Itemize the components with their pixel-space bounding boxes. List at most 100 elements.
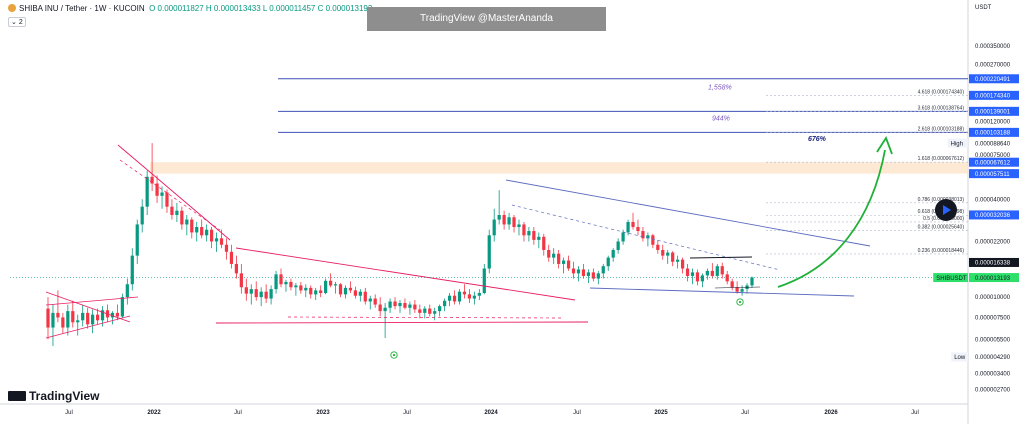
candle-body <box>680 259 685 269</box>
price-tag-box <box>969 210 1019 220</box>
candle-body <box>443 300 447 307</box>
candle-body <box>631 221 635 228</box>
candle-body <box>750 277 754 286</box>
candle-body <box>651 235 655 245</box>
price-tag-box <box>969 352 1019 362</box>
candle-body <box>398 303 402 307</box>
price-tag-label: 0.000088640 <box>975 141 1011 147</box>
candle-body <box>309 287 313 295</box>
price-tag-name: Low <box>954 355 966 361</box>
candle-body <box>393 301 397 307</box>
candle-body <box>264 291 268 299</box>
candle-body <box>95 314 100 321</box>
candle-body <box>304 287 308 291</box>
candle-body <box>66 311 70 328</box>
candle-body <box>145 176 149 207</box>
candle-body <box>428 308 432 314</box>
price-tag-name: High <box>951 141 963 147</box>
candle-body <box>324 280 328 294</box>
trend-drawings <box>10 136 968 359</box>
candle-body <box>383 307 387 312</box>
candle-body <box>626 221 630 233</box>
candle-body <box>695 272 700 282</box>
candle-body <box>214 238 219 242</box>
candle-body <box>596 273 600 279</box>
candle-body <box>71 311 75 323</box>
wedge-dashed-line <box>287 316 563 319</box>
candle-body <box>378 304 382 312</box>
candle-body <box>368 298 372 302</box>
candle-body <box>195 227 199 233</box>
time-tick-label: Jul <box>234 410 242 416</box>
candle-body <box>269 289 273 299</box>
fib-level-label: 0.382 (0.000025640) <box>918 225 965 231</box>
candle-body <box>190 219 194 233</box>
candle-body <box>244 287 248 294</box>
time-axis: Jul 2022 Jul 2023 Jul 2024 Jul 2025 Jul 2026 Jul <box>65 410 919 416</box>
candle-body <box>200 227 204 236</box>
price-tag-label: 0.000220491 <box>975 77 1011 83</box>
price-tag-label: 0.000057511 <box>975 172 1010 178</box>
low-value: L 0.000011457 <box>262 4 316 13</box>
price-tag-box <box>969 106 1019 116</box>
candle-body <box>586 272 591 276</box>
wedge-upper-line <box>235 247 576 301</box>
candle-body <box>56 312 60 318</box>
channel-upper-line <box>505 179 871 247</box>
chevron-down-icon: ⌄ <box>11 19 17 26</box>
candle-body <box>571 268 576 274</box>
resistance-zone <box>150 162 968 174</box>
candle-body <box>219 238 224 245</box>
arrow-head-icon <box>876 136 893 155</box>
candle-body <box>140 206 144 225</box>
candle-body <box>314 290 318 295</box>
candle-body <box>457 291 462 302</box>
candle-body <box>438 306 442 312</box>
candle-body <box>343 287 348 295</box>
candle-body <box>532 231 536 240</box>
candle-body <box>646 235 650 239</box>
high-value: H 0.000013433 <box>205 4 261 13</box>
price-tag-box <box>969 257 1019 267</box>
candle-body <box>333 284 338 286</box>
target-percent-label: 944% <box>712 116 730 123</box>
price-tick-label: 0.000003400 <box>975 371 1011 377</box>
time-tick-label: Jul <box>741 410 749 416</box>
resistance-level-line <box>689 256 753 259</box>
price-axis: 0.000350000 0.000270000 0.000120000 0.00007… <box>933 44 1019 394</box>
candle-body <box>462 291 467 295</box>
candle-body <box>606 257 610 267</box>
candle-body <box>740 289 744 292</box>
price-tag-box <box>969 169 1019 179</box>
candle-body <box>279 274 283 285</box>
candle-body <box>452 295 457 302</box>
price-tag-name-box <box>933 273 968 283</box>
candle-body <box>373 298 377 305</box>
indicator-toggle[interactable]: ⌄ 2 <box>8 17 26 27</box>
candle-body <box>591 272 595 279</box>
candle-body <box>76 320 80 323</box>
tradingview-logo[interactable]: TradingView <box>8 389 99 403</box>
author-watermark: TradingView @MasterAnanda <box>367 7 606 31</box>
time-tick-label: 2024 <box>484 410 498 416</box>
candle-body <box>115 312 120 317</box>
candle-body <box>566 260 571 269</box>
candle-body <box>110 312 115 318</box>
candle-body <box>492 219 496 236</box>
candle-body <box>319 290 323 294</box>
candle-body <box>185 219 189 225</box>
candle-body <box>46 308 50 328</box>
bullish-projection-arrow <box>777 149 886 288</box>
low-marker-dot-icon <box>738 300 742 304</box>
price-tick-label: 0.000270000 <box>975 62 1011 68</box>
price-tick-label: 0.000005500 <box>975 337 1011 343</box>
symbol-header[interactable]: SHIBA INU / Tether · 1W · KUCOIN O 0.000… <box>8 4 372 13</box>
candle-body <box>175 210 179 216</box>
price-tag-label: 0.000004290 <box>975 355 1011 361</box>
candle-body <box>180 210 184 225</box>
candle-body <box>705 270 709 276</box>
wedge-lower-line <box>215 321 589 324</box>
candle-body <box>160 192 164 196</box>
price-tick-label: 0.000075000 <box>975 153 1011 159</box>
